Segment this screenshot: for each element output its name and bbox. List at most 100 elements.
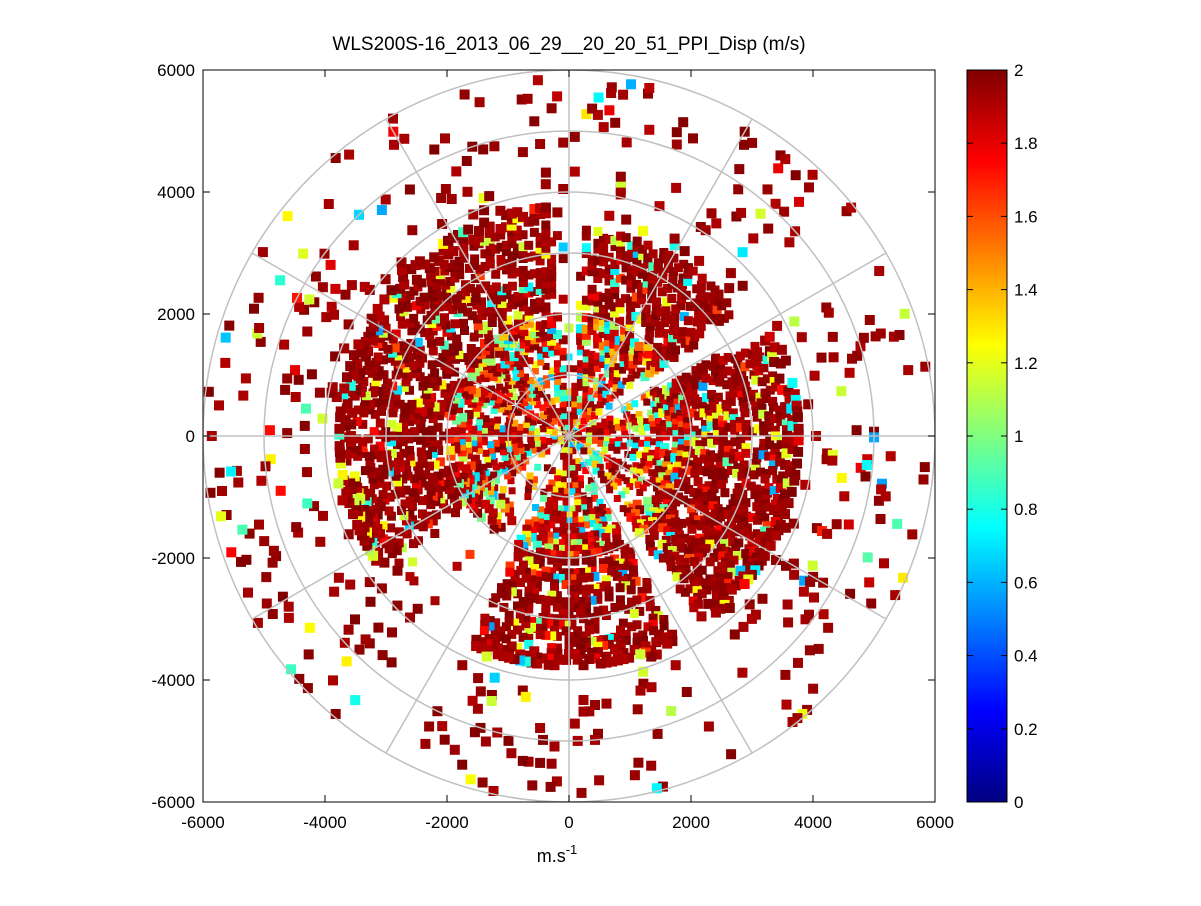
data-cell [616, 388, 624, 396]
data-cell [532, 652, 543, 663]
data-cell [475, 435, 482, 443]
data-cell [596, 540, 605, 550]
data-cell [562, 488, 570, 496]
data-cell [524, 343, 534, 353]
data-cell [346, 280, 357, 291]
data-cell [479, 386, 489, 396]
data-cell [585, 427, 593, 435]
data-cell [621, 581, 631, 591]
data-cell [403, 471, 413, 481]
data-cell [483, 455, 491, 463]
data-cell [357, 530, 367, 541]
data-cell [571, 476, 579, 484]
data-cell [549, 741, 560, 752]
data-cell [776, 417, 786, 426]
data-cell [709, 464, 719, 474]
data-cell [552, 231, 562, 241]
data-cell [577, 481, 584, 489]
data-cell [504, 646, 514, 657]
data-cell [298, 248, 309, 259]
data-cell [765, 540, 776, 551]
data-cell [581, 643, 591, 653]
data-cell [638, 666, 649, 677]
data-cell [576, 377, 584, 385]
data-cell [533, 534, 543, 544]
data-cell [660, 425, 670, 435]
data-cell [351, 500, 362, 511]
data-cell [374, 473, 384, 483]
data-cell [615, 435, 623, 443]
data-cell [326, 387, 337, 398]
data-cell [601, 539, 611, 549]
data-cell [314, 387, 325, 398]
data-cell [672, 424, 682, 434]
data-cell [643, 88, 653, 99]
data-cell [476, 471, 486, 481]
data-cell [668, 401, 678, 411]
data-cell [653, 412, 661, 420]
data-cell [714, 316, 724, 326]
data-cell [309, 501, 319, 512]
data-cell [601, 446, 609, 454]
data-cell [460, 489, 469, 499]
data-cell [699, 408, 709, 418]
data-cell [522, 380, 530, 388]
data-cell [662, 543, 672, 552]
data-cell [507, 281, 517, 291]
data-cell [489, 141, 500, 152]
colorbar-tick-label: 1.8 [1014, 134, 1038, 153]
data-cell [487, 311, 497, 321]
data-cell [737, 522, 746, 532]
data-cell [898, 572, 909, 583]
data-cell [518, 384, 526, 392]
data-cell [472, 402, 482, 412]
data-cell [582, 355, 590, 363]
data-cell [344, 498, 355, 509]
data-cell [618, 491, 626, 499]
data-cell [784, 237, 795, 248]
data-cell [726, 584, 737, 595]
data-cell [491, 282, 501, 292]
data-cell [535, 303, 545, 313]
data-cell [420, 738, 431, 749]
data-cell [451, 444, 461, 454]
data-cell [593, 92, 604, 103]
data-cell [366, 399, 376, 409]
data-cell [518, 248, 528, 258]
data-cell [644, 435, 652, 443]
data-cell [597, 387, 605, 394]
data-cell [513, 298, 523, 308]
data-cell [558, 184, 569, 194]
data-cell [626, 296, 636, 306]
data-cell [711, 591, 722, 602]
data-cell [350, 384, 361, 395]
data-cell [558, 550, 568, 560]
data-cell [474, 239, 484, 249]
data-cell [587, 284, 597, 294]
data-cell [460, 478, 470, 487]
data-cell [369, 480, 379, 490]
data-cell [540, 412, 547, 420]
data-cell [522, 421, 530, 429]
data-cell [556, 434, 564, 442]
data-cell [378, 328, 388, 338]
data-cell [578, 706, 589, 717]
data-cell [342, 397, 353, 408]
data-cell [405, 572, 415, 582]
data-cell [405, 496, 415, 506]
data-cell [510, 569, 520, 579]
data-cell [752, 406, 761, 416]
data-cell [541, 595, 551, 605]
data-cell [658, 254, 668, 264]
data-cell [464, 377, 474, 387]
data-cell [518, 284, 528, 294]
data-cell [875, 514, 886, 524]
data-cell [452, 473, 462, 483]
data-cell [544, 407, 551, 415]
data-cell [783, 386, 794, 397]
data-cell [607, 567, 617, 577]
data-cell [678, 117, 689, 128]
data-cell [515, 614, 525, 624]
data-cell [450, 319, 460, 329]
data-cell [785, 467, 795, 477]
